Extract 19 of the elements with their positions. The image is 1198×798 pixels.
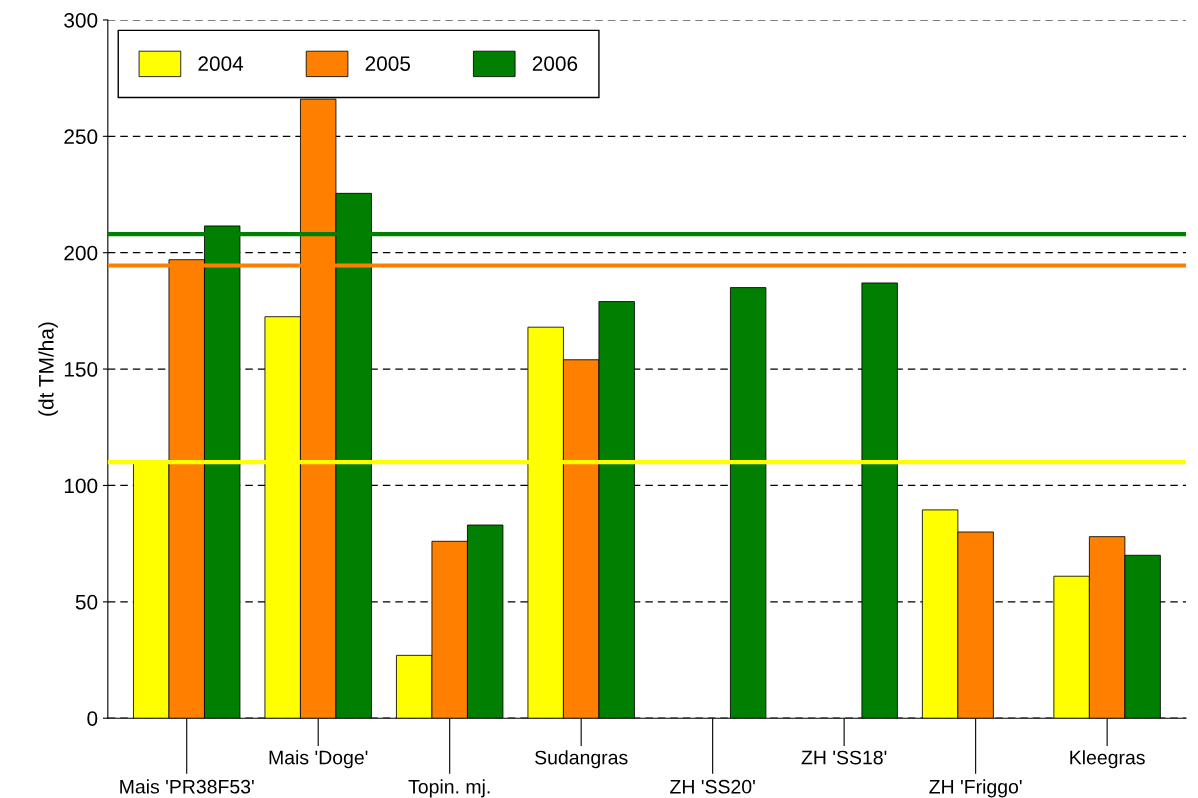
x-tick-label: ZH 'SS18' <box>801 750 887 765</box>
x-tick-label: Sudangras <box>535 750 628 769</box>
y-tick-label: 50 <box>75 594 98 610</box>
y-tick-label: 200 <box>64 245 98 261</box>
y-axis-title: (dt TM/ha) <box>38 322 58 416</box>
y-tick-label: 150 <box>64 362 98 377</box>
x-tick-label: Topin. mj. <box>408 779 490 798</box>
x-tick-label: Mais 'Doge' <box>269 750 368 769</box>
y-tick-label: 0 <box>87 711 98 726</box>
y-tick-label: 250 <box>64 129 98 145</box>
y-tick-label: 300 <box>64 12 98 28</box>
legend-label: 2005 <box>365 56 411 71</box>
legend-label: 2004 <box>198 56 244 71</box>
y-tick-label: 100 <box>64 478 98 494</box>
legend-label: 2006 <box>532 56 578 71</box>
x-tick-label: Kleegras <box>1070 750 1145 769</box>
x-tick-label: ZH 'SS20' <box>670 779 755 794</box>
x-tick-label: Mais 'PR38F53' <box>120 779 254 794</box>
x-tick-label: ZH 'Friggo' <box>929 779 1022 798</box>
